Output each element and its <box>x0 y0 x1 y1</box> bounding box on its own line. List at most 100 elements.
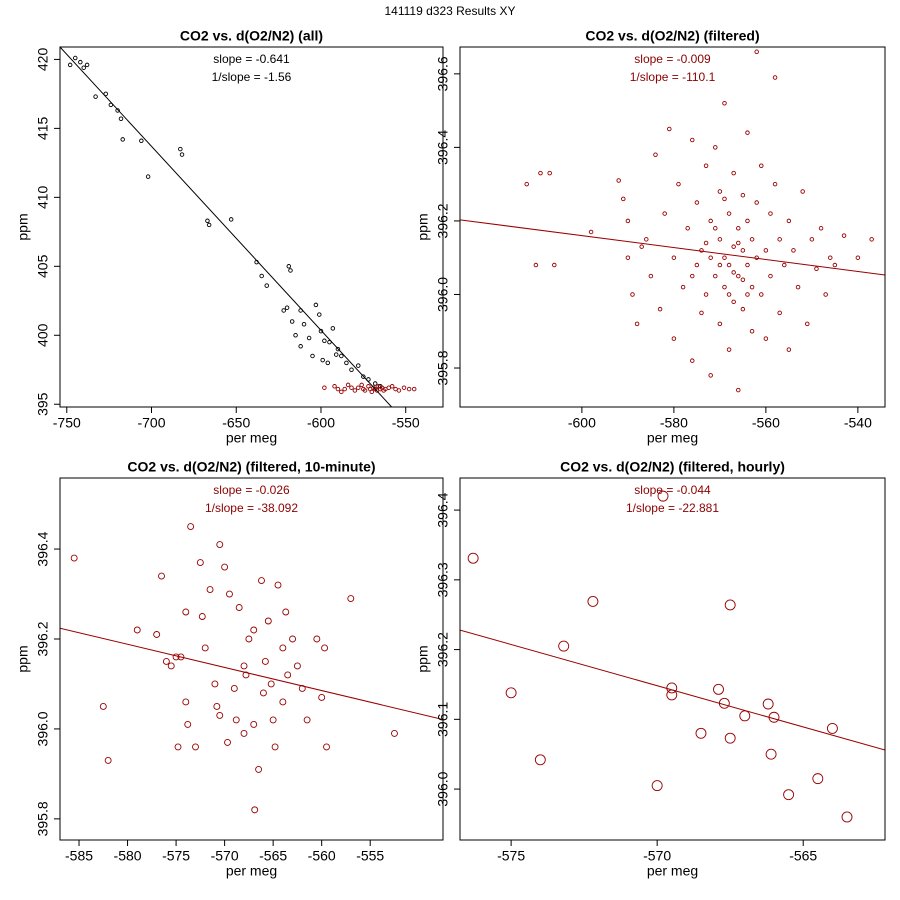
annotation: slope = -0.009 <box>634 52 711 66</box>
point <box>690 358 695 363</box>
point <box>731 170 736 176</box>
point <box>345 382 351 388</box>
point <box>221 563 229 571</box>
point <box>347 595 355 602</box>
point <box>588 229 594 235</box>
point <box>359 382 364 388</box>
point <box>372 381 378 386</box>
point <box>736 240 741 246</box>
point <box>356 385 361 390</box>
point <box>356 363 361 368</box>
plot-frame <box>459 477 886 841</box>
point <box>749 284 755 290</box>
point <box>162 658 170 665</box>
point <box>313 302 319 308</box>
point <box>731 270 736 275</box>
point <box>182 698 190 706</box>
y-axis-label: ppm <box>15 645 31 672</box>
x-axis-label: per meg <box>226 430 277 446</box>
point <box>740 277 746 283</box>
x-axis-label: per meg <box>226 863 277 879</box>
point <box>763 336 769 341</box>
x-tick-label: -575 <box>497 848 525 864</box>
plot-frame <box>459 46 886 408</box>
point <box>411 386 417 392</box>
point <box>259 689 267 697</box>
point <box>258 577 265 584</box>
point <box>759 163 764 169</box>
point <box>726 211 732 216</box>
point <box>634 321 640 327</box>
panel-title: CO2 vs. d(O2/N2) (filtered, 10-minute) <box>127 459 375 475</box>
point <box>826 722 838 734</box>
point <box>187 523 195 531</box>
point <box>717 189 723 194</box>
point <box>745 130 750 135</box>
point <box>763 248 769 253</box>
point <box>717 321 723 327</box>
panel-title: CO2 vs. d(O2/N2) (all) <box>180 28 323 44</box>
point <box>261 658 269 665</box>
x-tick-label: -550 <box>392 415 420 431</box>
point <box>726 292 732 297</box>
point <box>81 65 86 70</box>
point <box>67 62 73 68</box>
point <box>298 344 303 349</box>
point <box>184 720 192 728</box>
point <box>335 346 341 352</box>
fit-line <box>60 47 393 407</box>
x-tick-label: -580 <box>660 415 688 431</box>
point <box>625 218 631 224</box>
point <box>639 244 644 249</box>
point <box>344 360 349 366</box>
point <box>288 268 293 273</box>
point <box>708 255 713 260</box>
point <box>251 806 259 814</box>
point <box>694 262 700 268</box>
point <box>242 671 250 679</box>
point <box>349 385 354 390</box>
x-tick-label: -580 <box>114 848 142 864</box>
point <box>198 613 206 620</box>
point <box>786 218 792 224</box>
point <box>267 680 275 688</box>
point <box>736 387 741 393</box>
point <box>653 152 658 157</box>
point <box>269 716 277 724</box>
point <box>713 145 718 150</box>
point <box>722 101 727 106</box>
point <box>293 333 298 338</box>
x-tick-label: -540 <box>844 415 872 431</box>
point <box>325 360 331 366</box>
point <box>533 262 539 268</box>
point <box>182 608 190 616</box>
point <box>791 248 796 253</box>
point <box>505 687 517 699</box>
x-tick-label: -600 <box>307 415 335 431</box>
x-tick-label: -750 <box>53 415 81 431</box>
point <box>396 388 402 393</box>
point <box>362 388 368 393</box>
point <box>765 748 777 760</box>
point <box>320 357 325 363</box>
y-axis-label: ppm <box>415 213 431 240</box>
x-tick-label: -600 <box>568 415 596 431</box>
point <box>534 754 546 766</box>
point <box>282 608 290 616</box>
x-tick-label: -570 <box>643 848 671 864</box>
point <box>558 640 570 652</box>
point <box>699 310 704 316</box>
point <box>301 321 307 327</box>
y-tick-label: 395 <box>35 392 51 416</box>
fit-line <box>60 627 443 720</box>
point <box>303 716 311 724</box>
panel-title: CO2 vs. d(O2/N2) (filtered, hourly) <box>560 459 785 475</box>
point <box>795 284 801 290</box>
point <box>726 347 732 352</box>
point <box>133 626 141 634</box>
point <box>206 222 212 228</box>
point <box>179 152 185 157</box>
x-tick-label: -565 <box>259 848 287 864</box>
point <box>676 181 681 187</box>
point <box>694 200 700 205</box>
